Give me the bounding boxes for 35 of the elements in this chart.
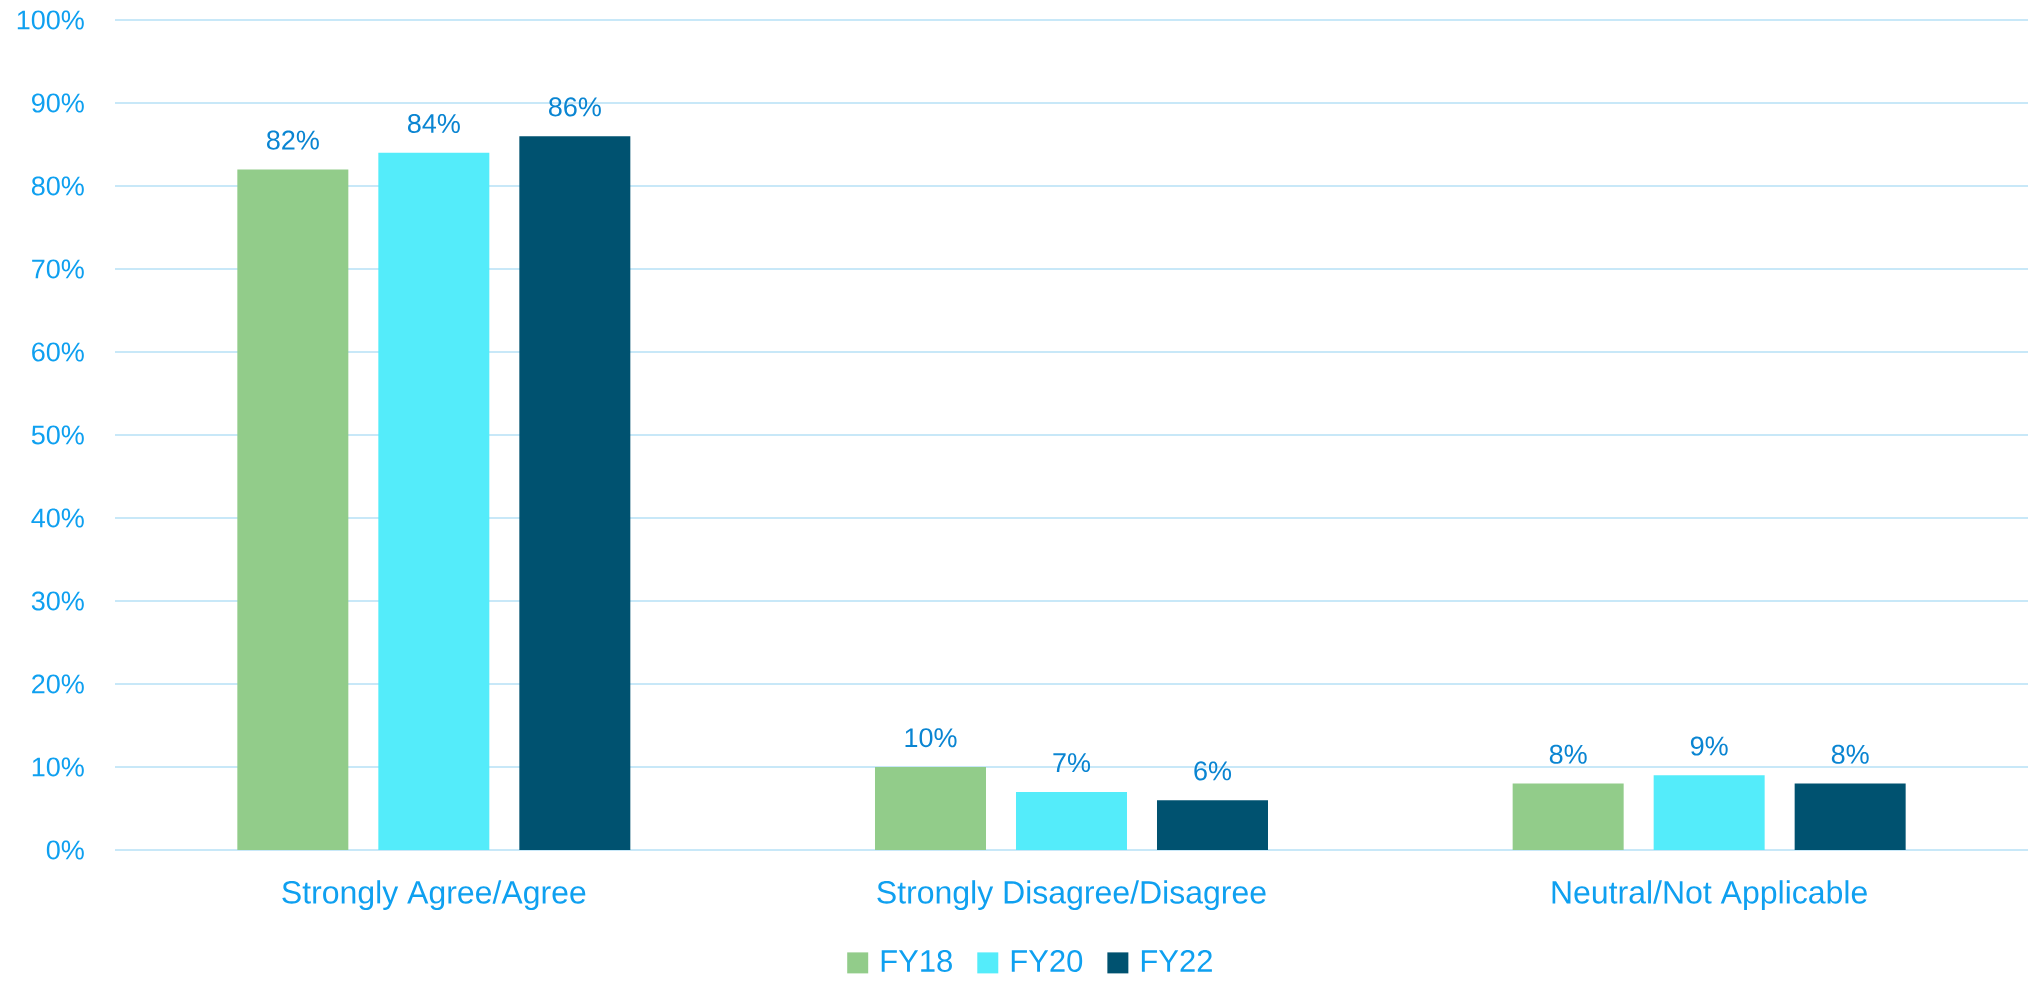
bar [1015,791,1127,850]
y-tick-label: 30% [31,591,84,611]
y-tick-label: 0% [46,840,84,860]
bar [1157,800,1268,850]
y-tick-label: 40% [31,508,84,528]
data-label: 8% [1549,744,1587,764]
data-label: 9% [1690,736,1728,756]
legend-label: FY18 [881,950,952,972]
data-label: 10% [905,728,957,748]
y-tick-label: 20% [32,674,84,694]
bar [378,152,490,850]
data-label: 7% [1053,753,1091,773]
y-tick-label: 50% [31,425,84,445]
data-label: 84% [407,113,460,134]
y-tick-label: 90% [32,93,84,113]
data-label: 8% [1831,744,1869,764]
y-tick-label: 80% [31,176,84,196]
legend-label: FY20 [1011,950,1083,972]
bar [874,767,986,850]
bar [1794,783,1906,850]
legend-label: FY22 [1141,950,1212,972]
bar [519,136,631,850]
data-label: 82% [266,130,319,150]
y-tick-label: 100% [17,10,84,30]
data-label: 6% [1194,761,1232,781]
y-tick-label: 70% [32,259,84,279]
y-tick-label: 60% [32,342,84,362]
x-tick-label: Neutral/Not Applicable [1552,880,1867,911]
bar [1653,775,1765,850]
data-label: 86% [548,97,601,117]
y-tick-label: 10% [32,757,84,777]
bar [237,169,349,850]
bar [1512,783,1624,850]
x-tick-label: Strongly Disagree/Disagree [877,880,1266,911]
x-tick-label: Strongly Agree/Agree [282,880,586,911]
